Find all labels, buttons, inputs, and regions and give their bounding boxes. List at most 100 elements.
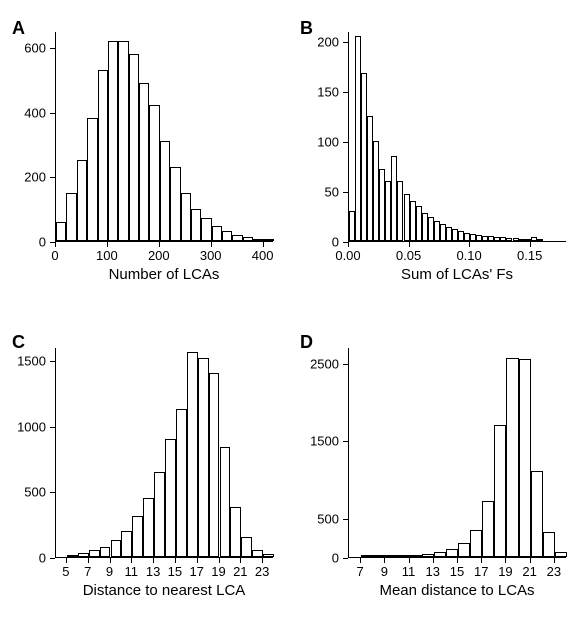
ytick-label: 50	[303, 185, 339, 200]
hist-bar	[108, 41, 118, 241]
ytick-mark	[343, 441, 348, 442]
xtick-mark	[457, 558, 458, 563]
xtick-label: 13	[146, 564, 160, 579]
hist-bar	[132, 516, 143, 557]
hist-bar	[87, 118, 97, 241]
xlabel-c: Distance to nearest LCA	[55, 582, 273, 599]
ytick-label: 400	[10, 105, 46, 120]
xtick-mark	[197, 558, 198, 563]
xtick-mark	[175, 558, 176, 563]
hist-bar	[482, 501, 494, 557]
hist-bar	[201, 218, 211, 241]
ytick-label: 1500	[303, 434, 339, 449]
hist-bar	[129, 54, 139, 241]
hist-bar	[176, 409, 187, 557]
xtick-label: 15	[450, 564, 464, 579]
xlabel-b: Sum of LCAs' Fs	[348, 266, 566, 283]
ytick-label: 500	[10, 485, 46, 500]
hist-bar	[100, 547, 111, 558]
ytick-label: 200	[10, 170, 46, 185]
xtick-mark	[409, 242, 410, 247]
hist-bar	[143, 498, 154, 557]
xtick-label: 21	[233, 564, 247, 579]
ytick-label: 600	[10, 41, 46, 56]
hist-bar	[77, 160, 87, 241]
ytick-mark	[50, 558, 55, 559]
xtick-label: 11	[402, 564, 416, 579]
xtick-mark	[110, 558, 111, 563]
xtick-label: 11	[125, 564, 139, 579]
xtick-mark	[384, 558, 385, 563]
hist-bar	[422, 554, 434, 557]
hist-bar	[470, 530, 482, 557]
ytick-label: 2500	[303, 356, 339, 371]
ytick-label: 200	[303, 35, 339, 50]
hist-bar	[373, 555, 385, 557]
hist-bar	[458, 543, 470, 557]
xlabel-a: Number of LCAs	[55, 266, 273, 283]
ytick-label: 0	[303, 551, 339, 566]
xtick-mark	[131, 558, 132, 563]
ytick-mark	[343, 364, 348, 365]
xtick-label: 9	[106, 564, 113, 579]
hist-bar	[241, 537, 252, 557]
xtick-mark	[530, 242, 531, 247]
xtick-label: 300	[200, 248, 222, 263]
hist-bar	[537, 239, 543, 241]
xtick-label: 0.10	[456, 248, 481, 263]
hist-bar	[446, 549, 458, 557]
hist-bar	[385, 555, 397, 557]
xtick-label: 400	[252, 248, 274, 263]
ytick-mark	[343, 142, 348, 143]
plot-c	[55, 348, 273, 558]
hist-bar	[220, 447, 231, 557]
xtick-label: 0.15	[517, 248, 542, 263]
hist-bar	[66, 193, 76, 241]
xtick-mark	[433, 558, 434, 563]
hist-bar	[89, 550, 100, 557]
plot-b	[348, 32, 566, 242]
ytick-mark	[50, 113, 55, 114]
xtick-label: 5	[62, 564, 69, 579]
ytick-mark	[50, 427, 55, 428]
xtick-mark	[240, 558, 241, 563]
xtick-mark	[554, 558, 555, 563]
hist-bar	[361, 555, 373, 557]
panel-label-a: A	[12, 18, 25, 39]
xtick-label: 9	[381, 564, 388, 579]
ytick-label: 0	[10, 235, 46, 250]
xtick-label: 15	[168, 564, 182, 579]
hist-bar	[253, 239, 263, 241]
xtick-label: 19	[211, 564, 225, 579]
hist-bar	[212, 226, 222, 241]
hist-bar	[187, 352, 198, 557]
hist-bar	[222, 231, 232, 241]
hist-bar	[165, 439, 176, 557]
hist-bar	[56, 222, 66, 241]
xtick-label: 23	[255, 564, 269, 579]
xtick-label: 17	[189, 564, 203, 579]
hist-bar	[531, 471, 543, 557]
hist-bar	[118, 41, 128, 241]
xtick-mark	[360, 558, 361, 563]
hist-bar	[149, 105, 159, 241]
xtick-mark	[159, 242, 160, 247]
xtick-label: 200	[148, 248, 170, 263]
xtick-mark	[211, 242, 212, 247]
xtick-label: 0.05	[396, 248, 421, 263]
hist-bar	[181, 193, 191, 241]
xtick-label: 17	[474, 564, 488, 579]
ytick-mark	[50, 177, 55, 178]
plot-a	[55, 32, 273, 242]
xtick-label: 21	[522, 564, 536, 579]
hist-bar	[67, 555, 78, 557]
ytick-mark	[50, 48, 55, 49]
hist-bar	[98, 70, 108, 241]
hist-bar	[191, 209, 201, 241]
ytick-label: 150	[303, 85, 339, 100]
xtick-mark	[263, 242, 264, 247]
hist-bar	[397, 555, 409, 557]
xtick-label: 13	[426, 564, 440, 579]
xtick-label: 7	[84, 564, 91, 579]
panel-label-d: D	[300, 332, 313, 353]
